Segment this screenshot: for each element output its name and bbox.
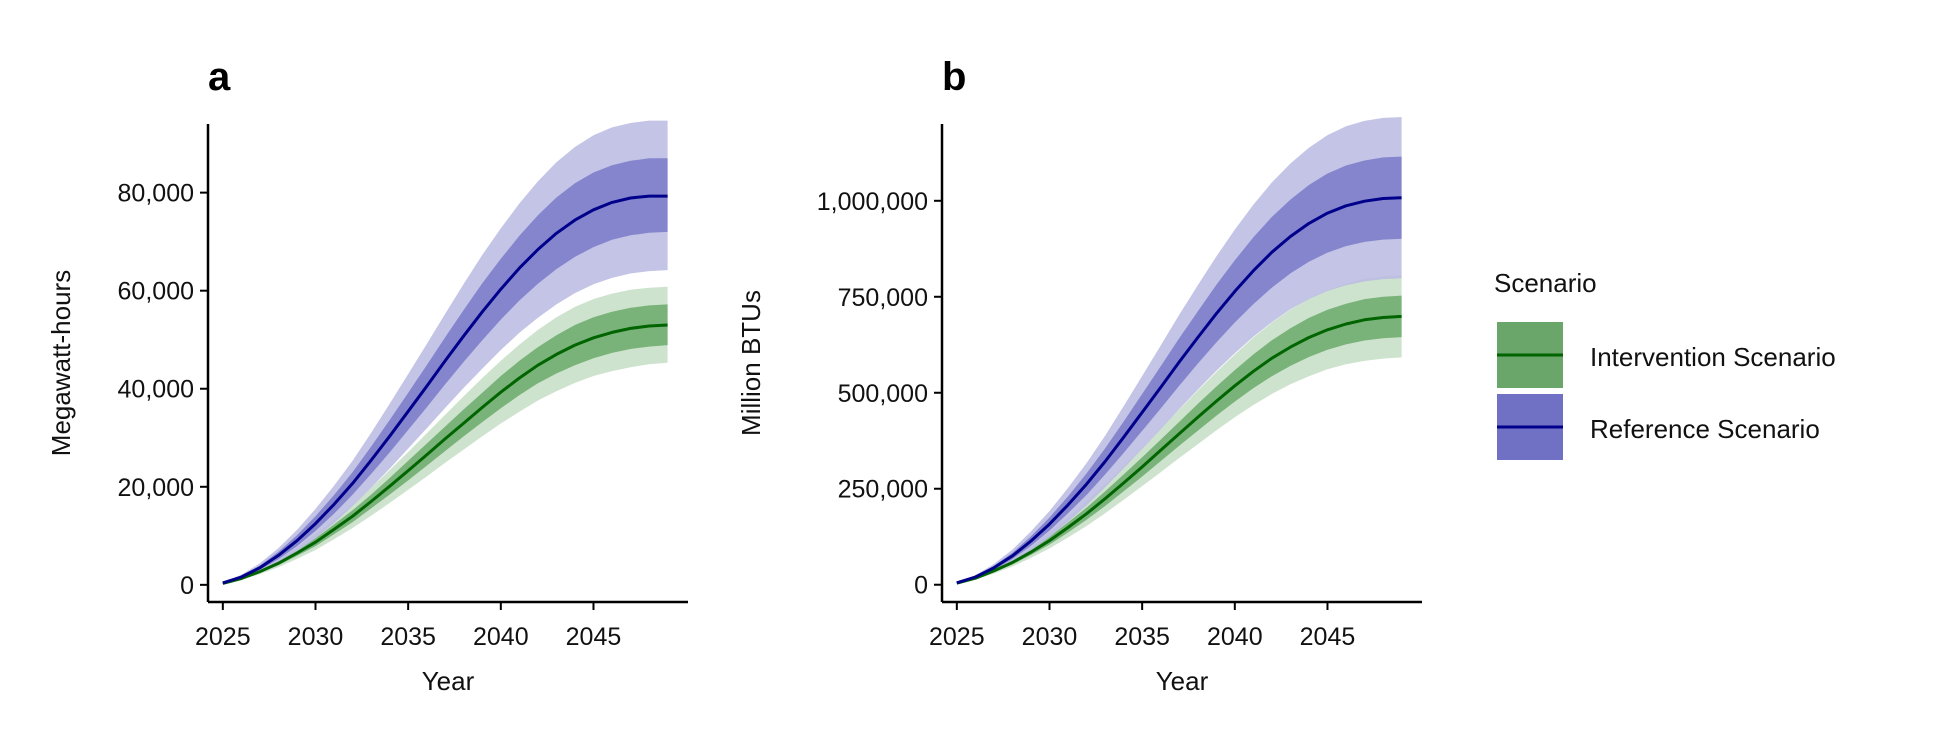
panel-b-y-tick-label: 250,000 (838, 476, 928, 504)
panel-a-y-tick-label: 80,000 (118, 180, 194, 208)
panel-a-y-tick-label: 40,000 (118, 376, 194, 404)
panel-a-x-ticks: 2025 2030 2035 2040 2045 (195, 602, 621, 651)
panel-b-intervention-line (956, 314, 1402, 585)
panel-b-x-axis-title: Year (1156, 666, 1209, 696)
panel-b-x-tick-label: 2040 (1207, 623, 1263, 651)
panel-a-x-tick-label: 2035 (380, 623, 436, 651)
panel-b-intervention-inner-band (956, 295, 1402, 584)
panel-a-y-ticks: 0 20,000 40,000 60,000 80,000 (118, 180, 208, 600)
legend-label-intervention: Intervention Scenario (1590, 342, 1836, 372)
panel-b-x-tick-label: 2035 (1114, 623, 1170, 651)
panel-a-tag: a (208, 55, 231, 99)
panel-b-y-ticks: 0 250,000 500,000 750,000 1,000,000 (817, 188, 942, 600)
panel-a-intervention-line (222, 323, 668, 585)
panel-a-reference-inner-band (222, 158, 668, 584)
panel-b-y-tick-label: 0 (914, 572, 928, 600)
panel-a-x-tick-label: 2040 (473, 623, 529, 651)
panel-a: a 0 20,000 40,000 60,000 80,000 2025 2030 2035… (46, 55, 688, 696)
panel-b-y-axis-title: Million BTUs (736, 290, 766, 436)
panel-b-x-tick-label: 2025 (929, 623, 985, 651)
legend-title: Scenario (1494, 268, 1597, 298)
panel-a-y-tick-label: 0 (180, 572, 194, 600)
panel-b-x-ticks: 2025 2030 2035 2040 2045 (929, 602, 1355, 651)
panel-b-x-tick-label: 2045 (1300, 623, 1356, 651)
panel-a-x-tick-label: 2025 (195, 623, 251, 651)
legend: Scenario Intervention Scenario Reference… (1494, 268, 1836, 460)
panel-b-y-tick-label: 500,000 (838, 380, 928, 408)
legend-label-reference: Reference Scenario (1590, 414, 1820, 444)
panel-b-bands (956, 117, 1402, 584)
legend-item-intervention: Intervention Scenario (1497, 322, 1836, 388)
panel-b-x-tick-label: 2030 (1022, 623, 1078, 651)
panel-a-y-axis-title: Megawatt-hours (46, 270, 76, 456)
panel-b-reference-line (956, 196, 1402, 585)
panel-a-reference-line (222, 194, 668, 585)
panel-a-bands (222, 120, 668, 584)
panel-a-intervention-inner-band (222, 304, 668, 584)
panel-b-tag: b (942, 55, 966, 99)
panel-b-y-tick-label: 1,000,000 (817, 188, 928, 216)
panel-b-lines (956, 196, 1402, 585)
panel-b-reference-inner-band (956, 156, 1402, 584)
panel-a-y-tick-label: 60,000 (118, 278, 194, 306)
panel-a-x-axis-title: Year (422, 666, 475, 696)
panel-a-x-tick-label: 2030 (288, 623, 344, 651)
panel-b-y-tick-label: 750,000 (838, 284, 928, 312)
panel-a-x-tick-label: 2045 (566, 623, 622, 651)
panel-a-lines (222, 194, 668, 585)
legend-item-reference: Reference Scenario (1497, 394, 1820, 460)
panel-a-y-tick-label: 20,000 (118, 474, 194, 502)
